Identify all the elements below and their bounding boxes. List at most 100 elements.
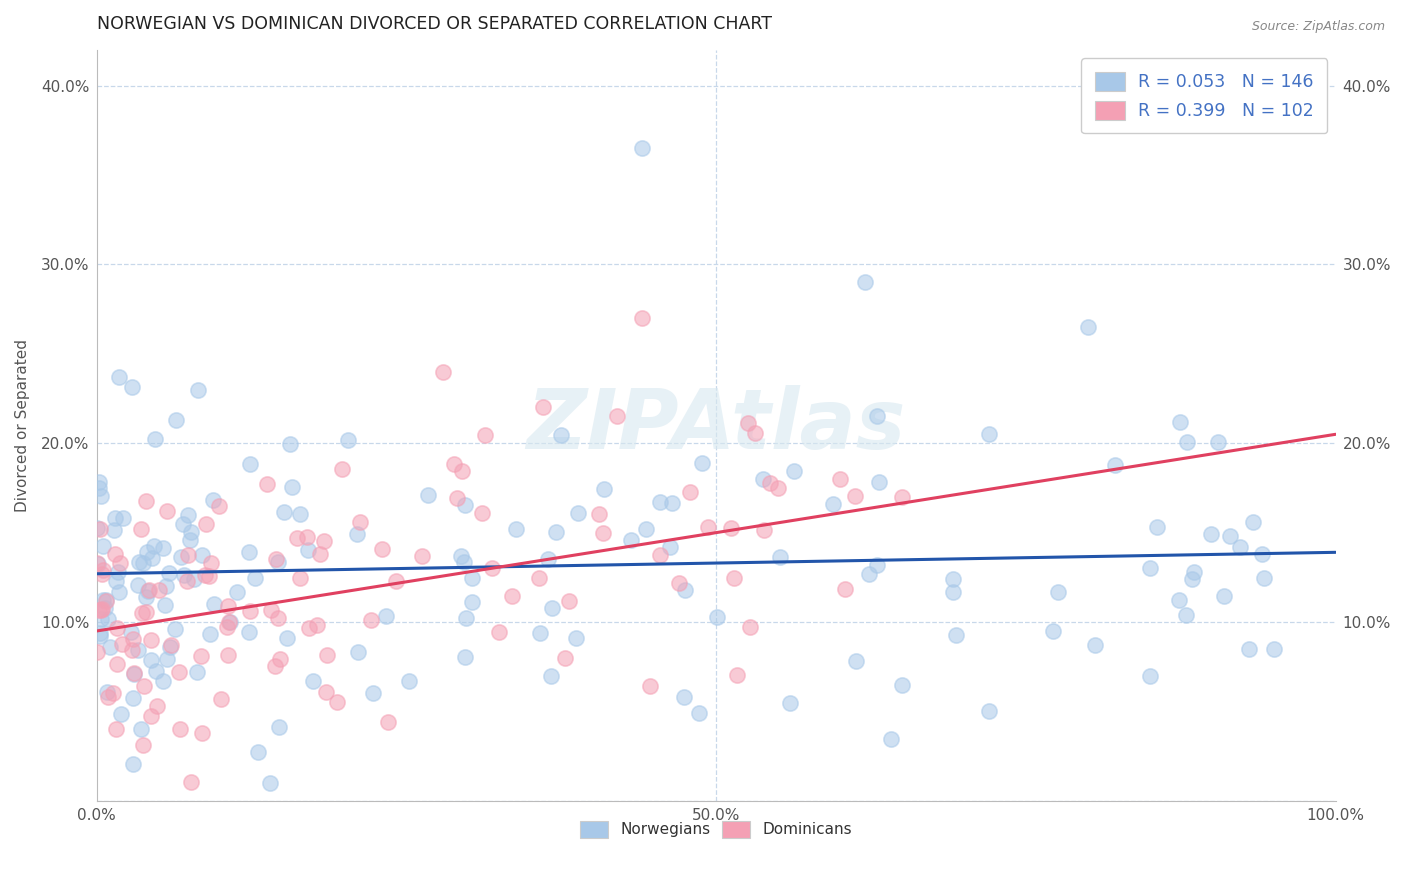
Point — [273, 505, 295, 519]
Point — [218, 615, 240, 629]
Point — [315, 685, 337, 699]
Point — [90, 612, 112, 626]
Point — [87, 475, 110, 490]
Point — [120, 624, 142, 639]
Point — [202, 597, 225, 611]
Point — [942, 572, 965, 586]
Point — [288, 507, 311, 521]
Point — [501, 589, 523, 603]
Point — [169, 722, 191, 736]
Point — [190, 648, 212, 663]
Point — [226, 585, 249, 599]
Point — [89, 481, 111, 495]
Point — [1181, 573, 1204, 587]
Point — [104, 510, 127, 524]
Point — [111, 637, 134, 651]
Point — [138, 582, 160, 597]
Point — [146, 698, 169, 713]
Point — [94, 600, 117, 615]
Point — [1237, 641, 1260, 656]
Point — [183, 572, 205, 586]
Point — [201, 493, 224, 508]
Point — [845, 654, 868, 668]
Point — [866, 409, 889, 424]
Point — [696, 520, 718, 534]
Point — [264, 659, 287, 673]
Point — [349, 515, 371, 529]
Point — [122, 756, 145, 771]
Point — [177, 508, 200, 523]
Point — [276, 632, 298, 646]
Point — [131, 723, 153, 737]
Point — [1084, 638, 1107, 652]
Point — [302, 673, 325, 688]
Point — [238, 545, 260, 559]
Y-axis label: Divorced or Separated: Divorced or Separated — [15, 339, 30, 512]
Point — [217, 599, 239, 614]
Point — [672, 690, 695, 705]
Point — [858, 567, 880, 582]
Point — [540, 669, 562, 683]
Point — [159, 640, 181, 654]
Point — [110, 706, 132, 721]
Point — [411, 549, 433, 563]
Point — [738, 620, 761, 634]
Point — [1168, 415, 1191, 429]
Point — [658, 541, 681, 555]
Point — [451, 464, 474, 478]
Point — [93, 539, 115, 553]
Point — [537, 552, 560, 566]
Point — [267, 555, 290, 569]
Point — [156, 651, 179, 665]
Point — [1212, 589, 1234, 603]
Point — [243, 571, 266, 585]
Point — [1263, 641, 1285, 656]
Point — [630, 311, 652, 326]
Point — [173, 567, 195, 582]
Point — [136, 584, 159, 599]
Point — [159, 639, 181, 653]
Point — [89, 625, 111, 640]
Point — [529, 625, 551, 640]
Point — [488, 625, 510, 640]
Point — [1139, 669, 1161, 683]
Text: NORWEGIAN VS DOMINICAN DIVORCED OR SEPARATED CORRELATION CHART: NORWEGIAN VS DOMINICAN DIVORCED OR SEPAR… — [97, 15, 772, 33]
Point — [269, 720, 291, 734]
Point — [298, 621, 321, 635]
Point — [155, 580, 177, 594]
Point — [207, 500, 229, 514]
Point — [1219, 529, 1241, 543]
Point — [868, 475, 890, 489]
Point — [890, 678, 912, 692]
Point — [1182, 565, 1205, 579]
Point — [385, 574, 408, 588]
Point — [725, 668, 748, 682]
Point — [238, 624, 260, 639]
Point — [180, 775, 202, 789]
Point — [105, 620, 128, 634]
Point — [156, 504, 179, 518]
Point — [217, 648, 239, 662]
Point — [132, 738, 155, 752]
Point — [1146, 520, 1168, 534]
Point — [122, 665, 145, 680]
Point — [89, 522, 111, 536]
Point — [527, 571, 550, 585]
Point — [668, 575, 690, 590]
Point — [782, 464, 804, 478]
Point — [86, 645, 108, 659]
Point — [305, 617, 328, 632]
Point — [145, 664, 167, 678]
Point — [152, 673, 174, 688]
Point — [121, 691, 143, 706]
Point — [90, 566, 112, 581]
Point — [779, 696, 801, 710]
Point — [295, 530, 318, 544]
Point — [155, 598, 177, 612]
Point — [853, 275, 876, 289]
Point — [650, 548, 672, 562]
Point — [187, 384, 209, 398]
Point — [309, 547, 332, 561]
Point — [720, 521, 742, 535]
Point — [1077, 320, 1099, 334]
